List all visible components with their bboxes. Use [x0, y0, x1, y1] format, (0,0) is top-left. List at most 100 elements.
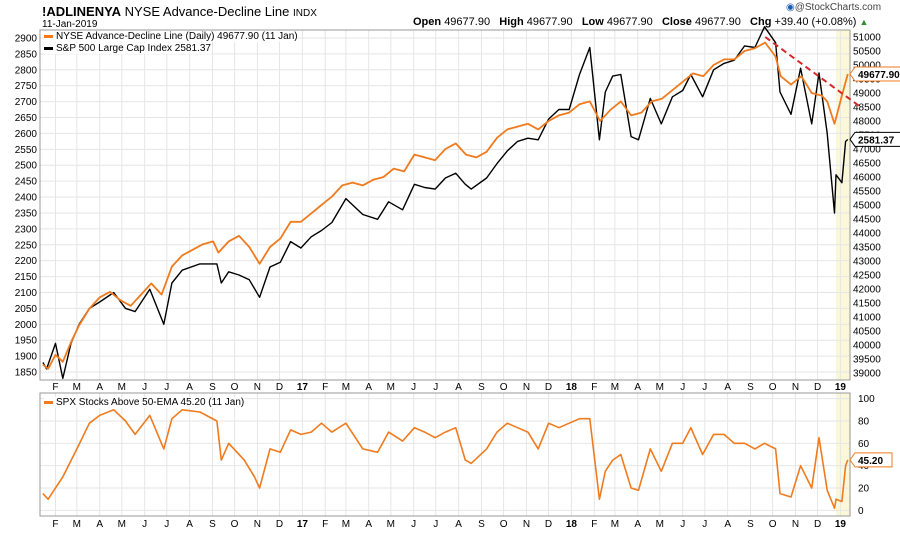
right-axis-tick-label: 41000: [853, 313, 881, 324]
legend-swatch-adline: [44, 34, 53, 38]
x-axis-tick-label: O: [231, 382, 239, 393]
x-axis-tick-label: 17: [297, 519, 309, 530]
x-axis-tick-label: N: [792, 382, 799, 393]
x-axis-tick-label: N: [254, 519, 261, 530]
left-axis-tick-label: 2150: [15, 272, 38, 283]
right-axis-tick-label: 48000: [853, 117, 881, 128]
chg-value: +39.40 (+0.08%): [774, 16, 857, 28]
last-value-tag-adline-box: [849, 66, 900, 82]
left-axis-tick-label: 2200: [15, 256, 38, 267]
x-axis-tick-label: A: [186, 519, 193, 530]
x-axis-tick-label: J: [680, 519, 685, 530]
x-axis-tick-label: O: [769, 382, 777, 393]
x-axis-tick-label: F: [322, 519, 328, 530]
left-axis-tick-label: 2300: [15, 224, 38, 235]
brand-label: ◉@StockCharts.com: [786, 2, 881, 13]
left-axis-tick-label: 2100: [15, 288, 38, 299]
high-value: 49677.90: [526, 16, 573, 28]
chart-date: 11-Jan-2019: [42, 19, 98, 30]
symbol: !ADLINENYA: [42, 4, 121, 19]
x-axis-tick-label: A: [724, 519, 731, 530]
legend-adline: NYSE Advance-Decline Line (Daily) 49677.…: [44, 31, 298, 42]
last-value-tag-adline-text: 49677.90: [858, 70, 900, 81]
chg-label: Chg: [750, 16, 772, 28]
x-axis-tick-label: D: [545, 382, 552, 393]
close-label: Close: [661, 16, 692, 28]
x-axis-tick-label: A: [96, 382, 103, 393]
open-label: Open: [413, 16, 442, 28]
x-axis-tick-label: A: [455, 382, 462, 393]
last-value-tag-spx-text: 2581.37: [858, 135, 895, 146]
x-axis-tick-label: S: [747, 382, 754, 393]
legend-spx-text: S&P 500 Large Cap Index 2581.37: [56, 43, 211, 54]
left-axis-tick-label: 2550: [15, 145, 38, 156]
right-axis-tick-label: 44000: [853, 229, 881, 240]
x-axis-tick-label: M: [118, 519, 126, 530]
right-axis-tick-label: 40500: [853, 327, 881, 338]
x-axis-tick-label: A: [96, 519, 103, 530]
x-axis-tick-label: O: [500, 519, 508, 530]
x-axis-tick-label: M: [342, 382, 350, 393]
right-axis-tick-label: 39000: [853, 369, 881, 380]
x-axis-tick-label: F: [52, 382, 58, 393]
x-axis-tick-label: D: [276, 519, 283, 530]
left-axis-tick-label: 2750: [15, 81, 38, 92]
x-axis-tick-label: O: [500, 382, 508, 393]
x-axis-tick-label: 18: [566, 382, 578, 393]
x-axis-tick-label: 19: [835, 382, 847, 393]
x-axis-tick-label: A: [634, 519, 641, 530]
x-axis-tick-label: A: [455, 519, 462, 530]
symbol-title: !ADLINENYA NYSE Advance-Decline Line IND…: [42, 4, 317, 19]
x-axis-tick-label: S: [209, 382, 216, 393]
left-axis-tick-label: 1850: [15, 368, 38, 379]
right-axis-tick-label: 47000: [853, 145, 881, 156]
right-axis-tick-label: 42000: [853, 285, 881, 296]
series-line-spx: [42, 26, 849, 380]
left-axis-tick-label: 2850: [15, 49, 38, 60]
highlight-region-main: [835, 30, 851, 380]
left-axis-tick-label: 2000: [15, 320, 38, 331]
right-axis-tick-label: 41500: [853, 299, 881, 310]
last-value-tag-ema-box: [849, 452, 893, 468]
x-axis-tick-label: N: [523, 519, 530, 530]
x-axis-tick-label: 19: [835, 519, 847, 530]
x-axis-tick-label: J: [164, 519, 169, 530]
right-axis-tick-label: 50500: [853, 47, 881, 58]
x-axis-tick-label: F: [322, 382, 328, 393]
x-axis-tick-label: F: [52, 519, 58, 530]
x-axis-tick-label: M: [656, 519, 664, 530]
x-axis-tick-label: D: [276, 382, 283, 393]
x-axis-tick-label: M: [611, 382, 619, 393]
symbol-description: NYSE Advance-Decline Line: [124, 4, 290, 19]
x-axis-tick-label: M: [387, 382, 395, 393]
x-axis-tick-label: J: [680, 382, 685, 393]
x-axis-tick-label: N: [792, 519, 799, 530]
lower-axis-tick-label: 80: [858, 416, 870, 427]
left-axis-tick-label: 2450: [15, 177, 38, 188]
x-axis-tick-label: J: [433, 382, 438, 393]
left-axis-tick-label: 2800: [15, 65, 38, 76]
x-axis-tick-label: S: [478, 519, 485, 530]
left-axis-tick-label: 2050: [15, 304, 38, 315]
x-axis-tick-label: N: [254, 382, 261, 393]
left-axis-tick-label: 2250: [15, 240, 38, 251]
x-axis-tick-label: A: [365, 519, 372, 530]
right-axis-tick-label: 48500: [853, 103, 881, 114]
left-axis-tick-label: 2900: [15, 33, 38, 44]
open-value: 49677.90: [444, 16, 491, 28]
right-axis-tick-label: 42500: [853, 271, 881, 282]
x-axis-tick-label: J: [142, 382, 147, 393]
legend-ema: SPX Stocks Above 50-EMA 45.20 (11 Jan): [44, 397, 245, 408]
x-axis-tick-label: O: [231, 519, 239, 530]
x-axis-tick-label: D: [814, 519, 821, 530]
low-label: Low: [581, 16, 604, 28]
ohlc-readout: Open 49677.90 High 49677.90 Low 49677.90…: [413, 16, 868, 28]
left-axis-tick-label: 1900: [15, 352, 38, 363]
up-arrow-icon: ▲: [859, 17, 869, 27]
right-axis-tick-label: 51000: [853, 33, 881, 44]
stockcharts-logo-icon: ◉: [786, 2, 795, 13]
x-axis-tick-label: M: [656, 382, 664, 393]
lower-panel-frame: [39, 392, 851, 517]
x-axis-tick-label: J: [411, 382, 416, 393]
